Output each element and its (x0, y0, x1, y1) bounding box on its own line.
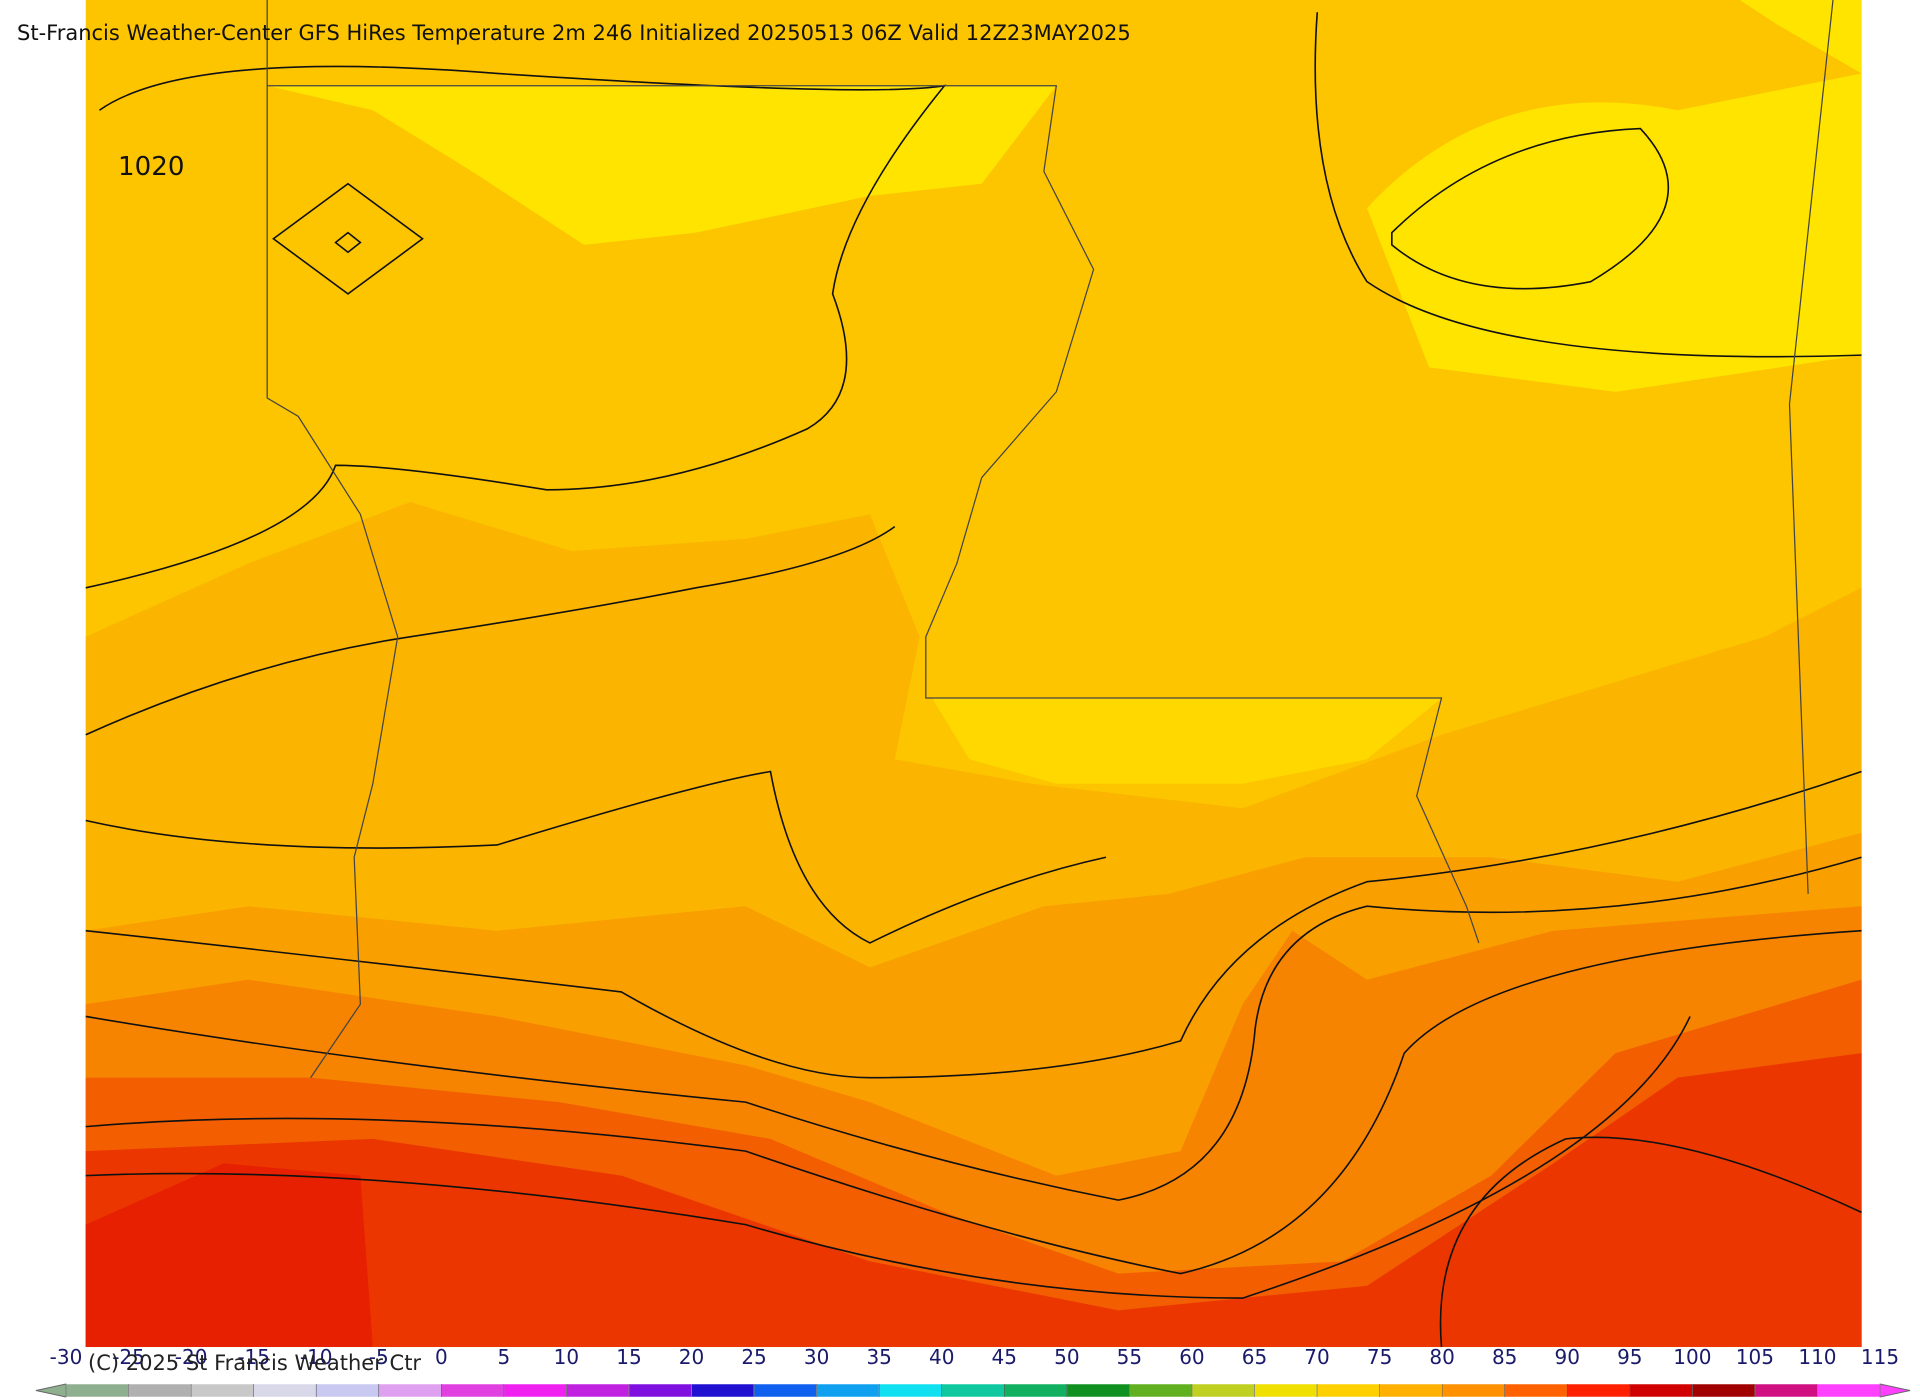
colorbar-segment (503, 1383, 567, 1398)
colorbar-tick-label: 40 (929, 1345, 954, 1369)
colorbar-segment (628, 1383, 692, 1398)
colorbar-tick-label: 85 (1492, 1345, 1517, 1369)
colorbar-segment (1129, 1383, 1193, 1398)
warm-zone (932, 698, 1442, 784)
colorbar-tick-label: 75 (1367, 1345, 1392, 1369)
colorbar-tick-label: 10 (554, 1345, 579, 1369)
colorbar-tick-label: -20 (175, 1345, 208, 1369)
colorbar-segment (1441, 1383, 1505, 1398)
warm-zone (1366, 73, 1862, 392)
colorbar-segment (1566, 1383, 1631, 1398)
colorbar-tick-label: -15 (237, 1345, 270, 1369)
colorbar-tick-label: 95 (1617, 1345, 1642, 1369)
colorbar-segment (753, 1383, 817, 1398)
band (85, 1163, 373, 1348)
colorbar-tick-label: 20 (679, 1345, 704, 1369)
colorbar-segment (315, 1383, 380, 1398)
title: St-Francis Weather-Center GFS HiRes Temp… (17, 21, 1131, 45)
warm-zone (267, 85, 1057, 245)
colorbar-tick-label: 55 (1117, 1345, 1142, 1369)
colorbar-tick-label: 60 (1179, 1345, 1204, 1369)
colorbar-tick-label: 45 (992, 1345, 1017, 1369)
isobars (85, 12, 1862, 1348)
colorbar-segment (816, 1383, 880, 1398)
colorbar-tick-label: -25 (112, 1345, 145, 1369)
colorbar-segment (253, 1383, 317, 1398)
colorbar-arrow (35, 1383, 67, 1398)
colorbar-segment (378, 1383, 442, 1398)
colorbar-tick-label: 115 (1861, 1345, 1899, 1369)
colorbar-tick-label: 90 (1555, 1345, 1580, 1369)
colorbar-tick-label: 100 (1673, 1345, 1711, 1369)
colorbar-tick-label: 5 (497, 1345, 510, 1369)
colorbar-segment (1817, 1383, 1881, 1398)
colorbar-segment (1379, 1383, 1443, 1398)
colorbar-segment (878, 1383, 942, 1398)
colorbar-tick-label: 65 (1242, 1345, 1267, 1369)
colorbar-tick-label: 35 (866, 1345, 891, 1369)
colorbar-segment (128, 1383, 192, 1398)
colorbar-tick-label: 105 (1736, 1345, 1774, 1369)
colorbar-tick-label: 30 (804, 1345, 829, 1369)
colorbar-arrow (1879, 1383, 1911, 1398)
map: 1020 (85, 0, 1862, 1348)
colorbar-segment (190, 1383, 254, 1398)
colorbar-tick-label: 80 (1429, 1345, 1454, 1369)
colorbar-segment (1066, 1383, 1130, 1398)
colorbar-tick-label: 70 (1304, 1345, 1329, 1369)
colorbar-tick-label: 50 (1054, 1345, 1079, 1369)
colorbar-tick-label: -10 (300, 1345, 333, 1369)
colorbar-tick-label: 25 (741, 1345, 766, 1369)
colorbar-segment (941, 1383, 1005, 1398)
colorbar-segment (1692, 1383, 1756, 1398)
colorbar-segment (566, 1383, 630, 1398)
colorbar-segment (1629, 1383, 1693, 1398)
colorbar-segment (1191, 1383, 1255, 1398)
colorbar-tick-label: 110 (1798, 1345, 1836, 1369)
colorbar-segment (1504, 1383, 1568, 1398)
colorbar-segment (1316, 1383, 1380, 1398)
colorbar-segment (691, 1383, 755, 1398)
colorbar-tick-label: 15 (616, 1345, 641, 1369)
colorbar-tick-label: 0 (435, 1345, 448, 1369)
colorbar-segment (1254, 1383, 1318, 1398)
colorbar-segment (1754, 1383, 1818, 1398)
state-borders (266, 0, 1834, 1078)
colorbar-tick-label: -5 (369, 1345, 389, 1369)
colorbar-segment (441, 1383, 505, 1398)
band (85, 1053, 1862, 1348)
colorbar: -30 -25 -20 -15 -10 -5 0 5 10 15 20 25 30 35 40 45 50 55 6… (35, 1345, 1911, 1398)
colorbar-tick-label: -30 (50, 1345, 83, 1369)
colorbar-segment (65, 1383, 129, 1398)
contour-label: 1020 (118, 152, 184, 182)
colorbar-segment (1004, 1383, 1068, 1398)
copyright: (C) 2025 St Francis Weather Ctr (88, 1351, 421, 1375)
